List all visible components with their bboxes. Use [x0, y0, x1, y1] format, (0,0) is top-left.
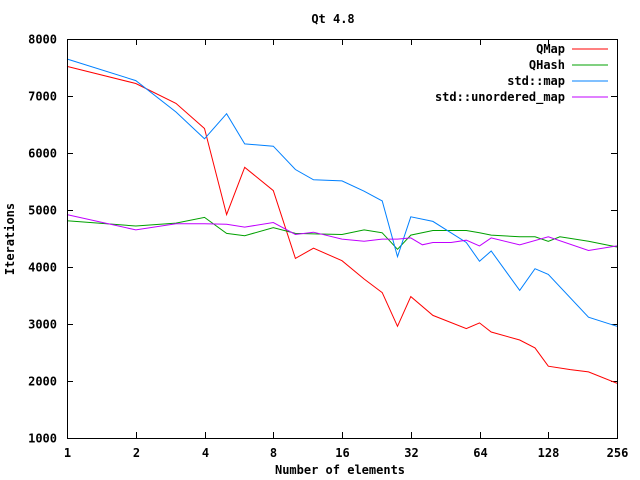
- y-tick-label: 5000: [28, 204, 57, 218]
- y-tick-label: 8000: [28, 33, 57, 47]
- x-tick-label: 1: [64, 446, 71, 460]
- x-tick-label: 256: [607, 446, 629, 460]
- y-axis-label: Iterations: [3, 203, 17, 275]
- y-tick-label: 1000: [28, 432, 57, 446]
- chart-title: Qt 4.8: [311, 12, 354, 26]
- series-line-qhash: [66, 216, 618, 251]
- y-tick-label: 6000: [28, 147, 57, 161]
- y-tick-label: 4000: [28, 261, 57, 275]
- plot-frame: [67, 39, 618, 439]
- series-line-std-map: [66, 58, 618, 327]
- legend-label: std::unordered_map: [435, 90, 565, 105]
- x-axis-label: Number of elements: [275, 463, 405, 477]
- legend-label: QHash: [529, 58, 565, 72]
- x-tick-label: 16: [335, 446, 349, 460]
- y-tick-label: 7000: [28, 90, 57, 104]
- x-tick-label: 8: [270, 446, 277, 460]
- y-tick-label: 3000: [28, 318, 57, 332]
- series-line-qmap: [66, 65, 618, 384]
- legend-label: QMap: [536, 42, 565, 56]
- x-tick-label: 4: [202, 446, 209, 460]
- x-tick-label: 2: [133, 446, 140, 460]
- series-line-std-unordered-map: [66, 214, 618, 252]
- x-tick-label: 32: [404, 446, 418, 460]
- x-tick-label: 128: [538, 446, 560, 460]
- legend-label: std::map: [507, 74, 565, 88]
- x-axis: 1 2 4 8 16 32 64 128 256: [64, 39, 628, 460]
- series-layer: [66, 58, 618, 384]
- x-tick-label: 64: [473, 446, 487, 460]
- y-tick-label: 2000: [28, 375, 57, 389]
- y-axis: 1000 2000 3000 4000 5000 6000 7000 8000: [28, 33, 617, 446]
